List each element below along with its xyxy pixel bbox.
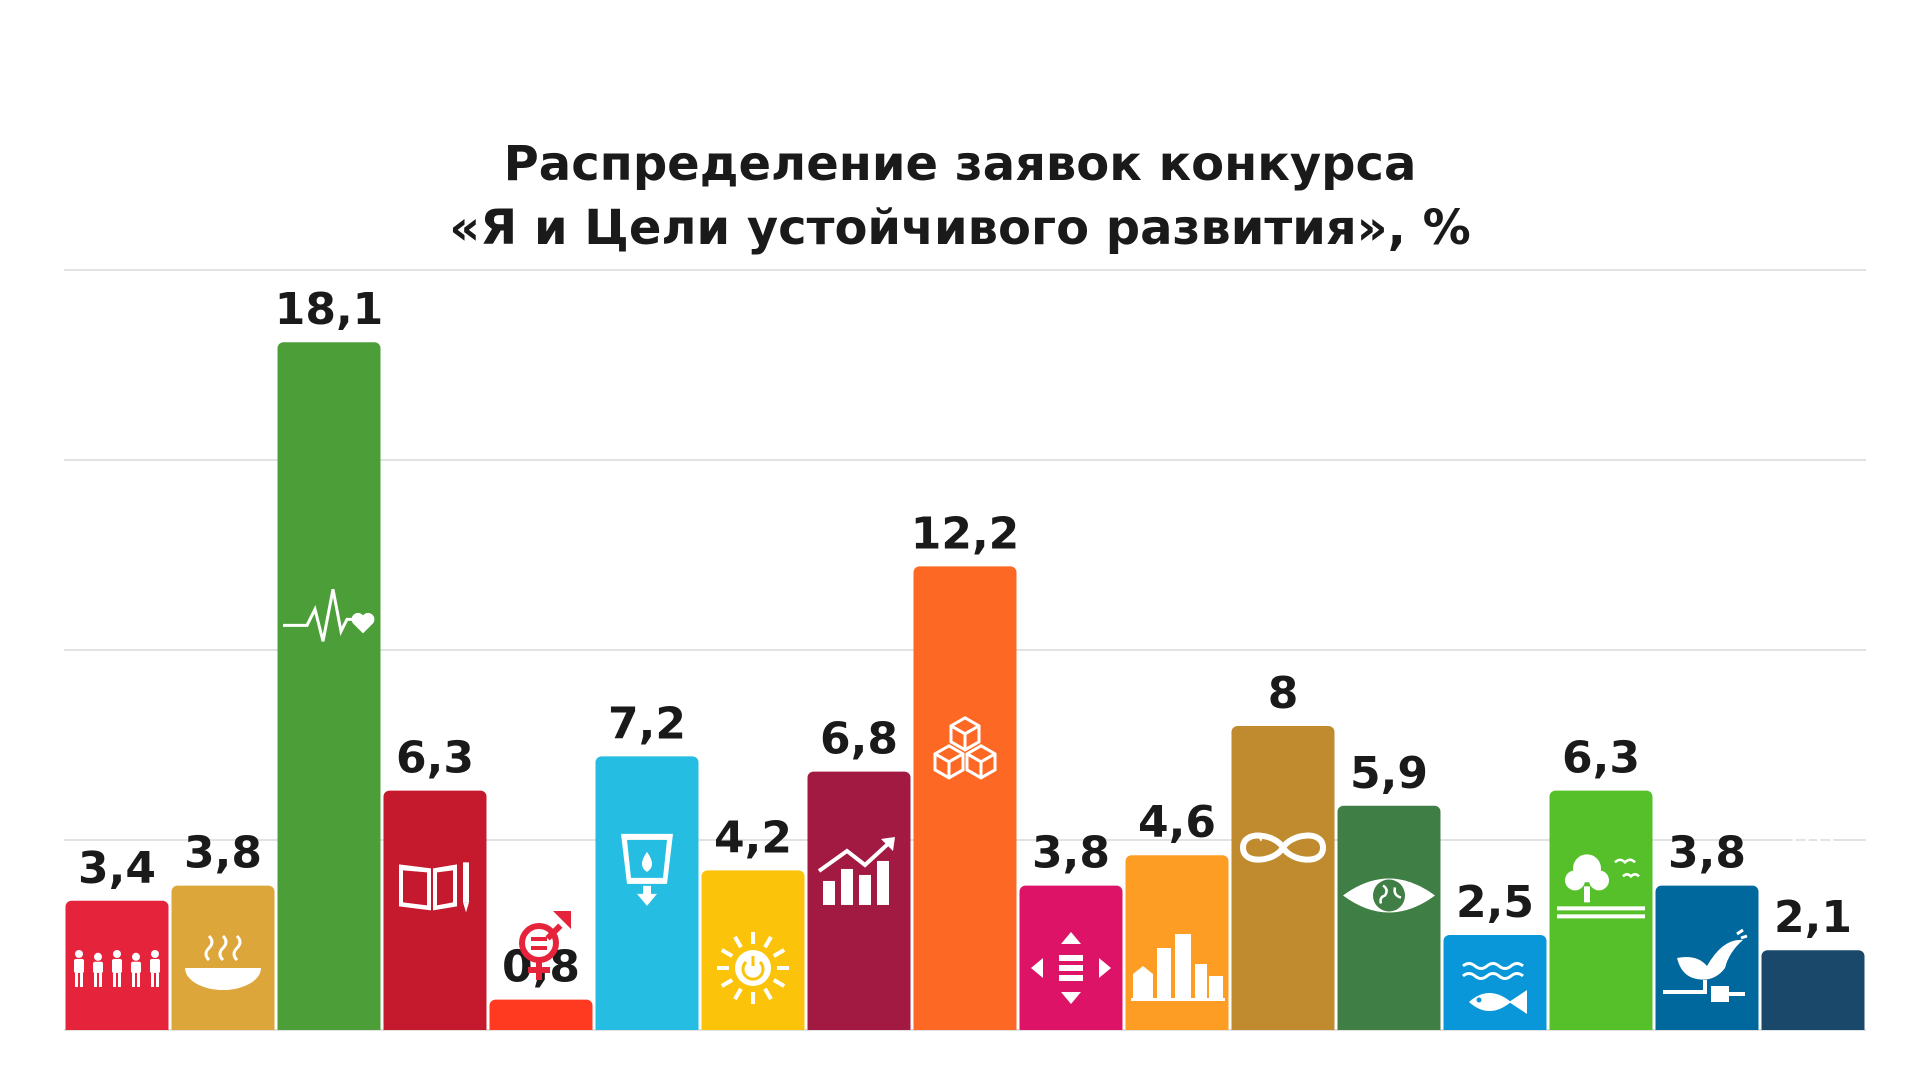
flower-rings-icon: [1785, 829, 1841, 881]
bar-14: [1443, 935, 1547, 1030]
chart-title-line-1: Распределение заявок конкурса: [504, 136, 1417, 192]
bar-base-5: [489, 1022, 593, 1030]
icons-group: [74, 589, 1841, 1014]
bar-base-14: [1443, 1022, 1547, 1030]
data-labels-group: 3,43,818,16,30,87,24,26,812,23,84,685,92…: [78, 284, 1852, 992]
bar-3: [277, 342, 381, 1030]
bar-17: [1761, 950, 1865, 1030]
data-label-1: 3,4: [78, 843, 156, 894]
book-pencil-icon: [399, 862, 469, 913]
data-label-12: 8: [1268, 668, 1299, 719]
city-icon: [1131, 934, 1225, 1001]
people-icon: [74, 950, 160, 987]
bar-base-9: [913, 1022, 1017, 1030]
data-label-10: 3,8: [1032, 828, 1110, 879]
fish-waves-icon: [1462, 962, 1527, 1014]
bar-base-6: [595, 1022, 699, 1030]
data-label-13: 5,9: [1350, 748, 1428, 799]
data-label-17: 2,1: [1774, 892, 1852, 943]
cubes-icon: [933, 716, 997, 780]
bar-base-12: [1231, 1022, 1335, 1030]
bar-13: [1337, 805, 1441, 1030]
data-label-14: 2,5: [1456, 877, 1534, 928]
data-label-3: 18,1: [275, 284, 384, 335]
bar-4: [383, 790, 487, 1030]
heartbeat-icon: [283, 589, 375, 642]
bowl-icon: [185, 934, 261, 990]
data-label-16: 3,8: [1668, 828, 1746, 879]
dove-gavel-icon: [1663, 928, 1748, 1002]
data-label-9: 12,2: [911, 508, 1020, 559]
bar-base-1: [65, 1022, 169, 1030]
data-label-2: 3,8: [184, 828, 262, 879]
gender-equality-icon: [519, 911, 571, 980]
data-label-7: 4,2: [714, 812, 792, 863]
data-label-15: 6,3: [1562, 733, 1640, 784]
bars-group: [65, 342, 1865, 1030]
bar-base-13: [1337, 1022, 1441, 1030]
bar-base-8: [807, 1022, 911, 1030]
data-label-8: 6,8: [820, 714, 898, 765]
bar-base-11: [1125, 1022, 1229, 1030]
eye-globe-icon: [1343, 878, 1435, 913]
bar-base-10: [1019, 1022, 1123, 1030]
infinity-icon: [1239, 832, 1327, 863]
bar-base-16: [1655, 1022, 1759, 1030]
growth-chart-icon: [817, 836, 895, 905]
bar-base-4: [383, 1022, 487, 1030]
bar-9: [913, 566, 1017, 1030]
arrows-icon: [1031, 932, 1111, 1004]
sun-power-icon: [717, 932, 789, 1004]
bar-base-15: [1549, 1022, 1653, 1030]
tree-birds-icon: [1557, 854, 1645, 919]
bar-base-2: [171, 1022, 275, 1030]
data-label-4: 6,3: [396, 733, 474, 784]
bar-12: [1231, 726, 1335, 1030]
data-label-11: 4,6: [1138, 797, 1216, 848]
water-glass-icon: [621, 833, 673, 906]
bar-base-3: [277, 1022, 381, 1030]
bar-base-7: [701, 1022, 805, 1030]
bar-16: [1655, 885, 1759, 1030]
bar-base-17: [1761, 1022, 1865, 1030]
data-label-6: 7,2: [608, 698, 686, 749]
chart-title-line-2: «Я и Цели устойчивого развития», %: [449, 200, 1470, 256]
